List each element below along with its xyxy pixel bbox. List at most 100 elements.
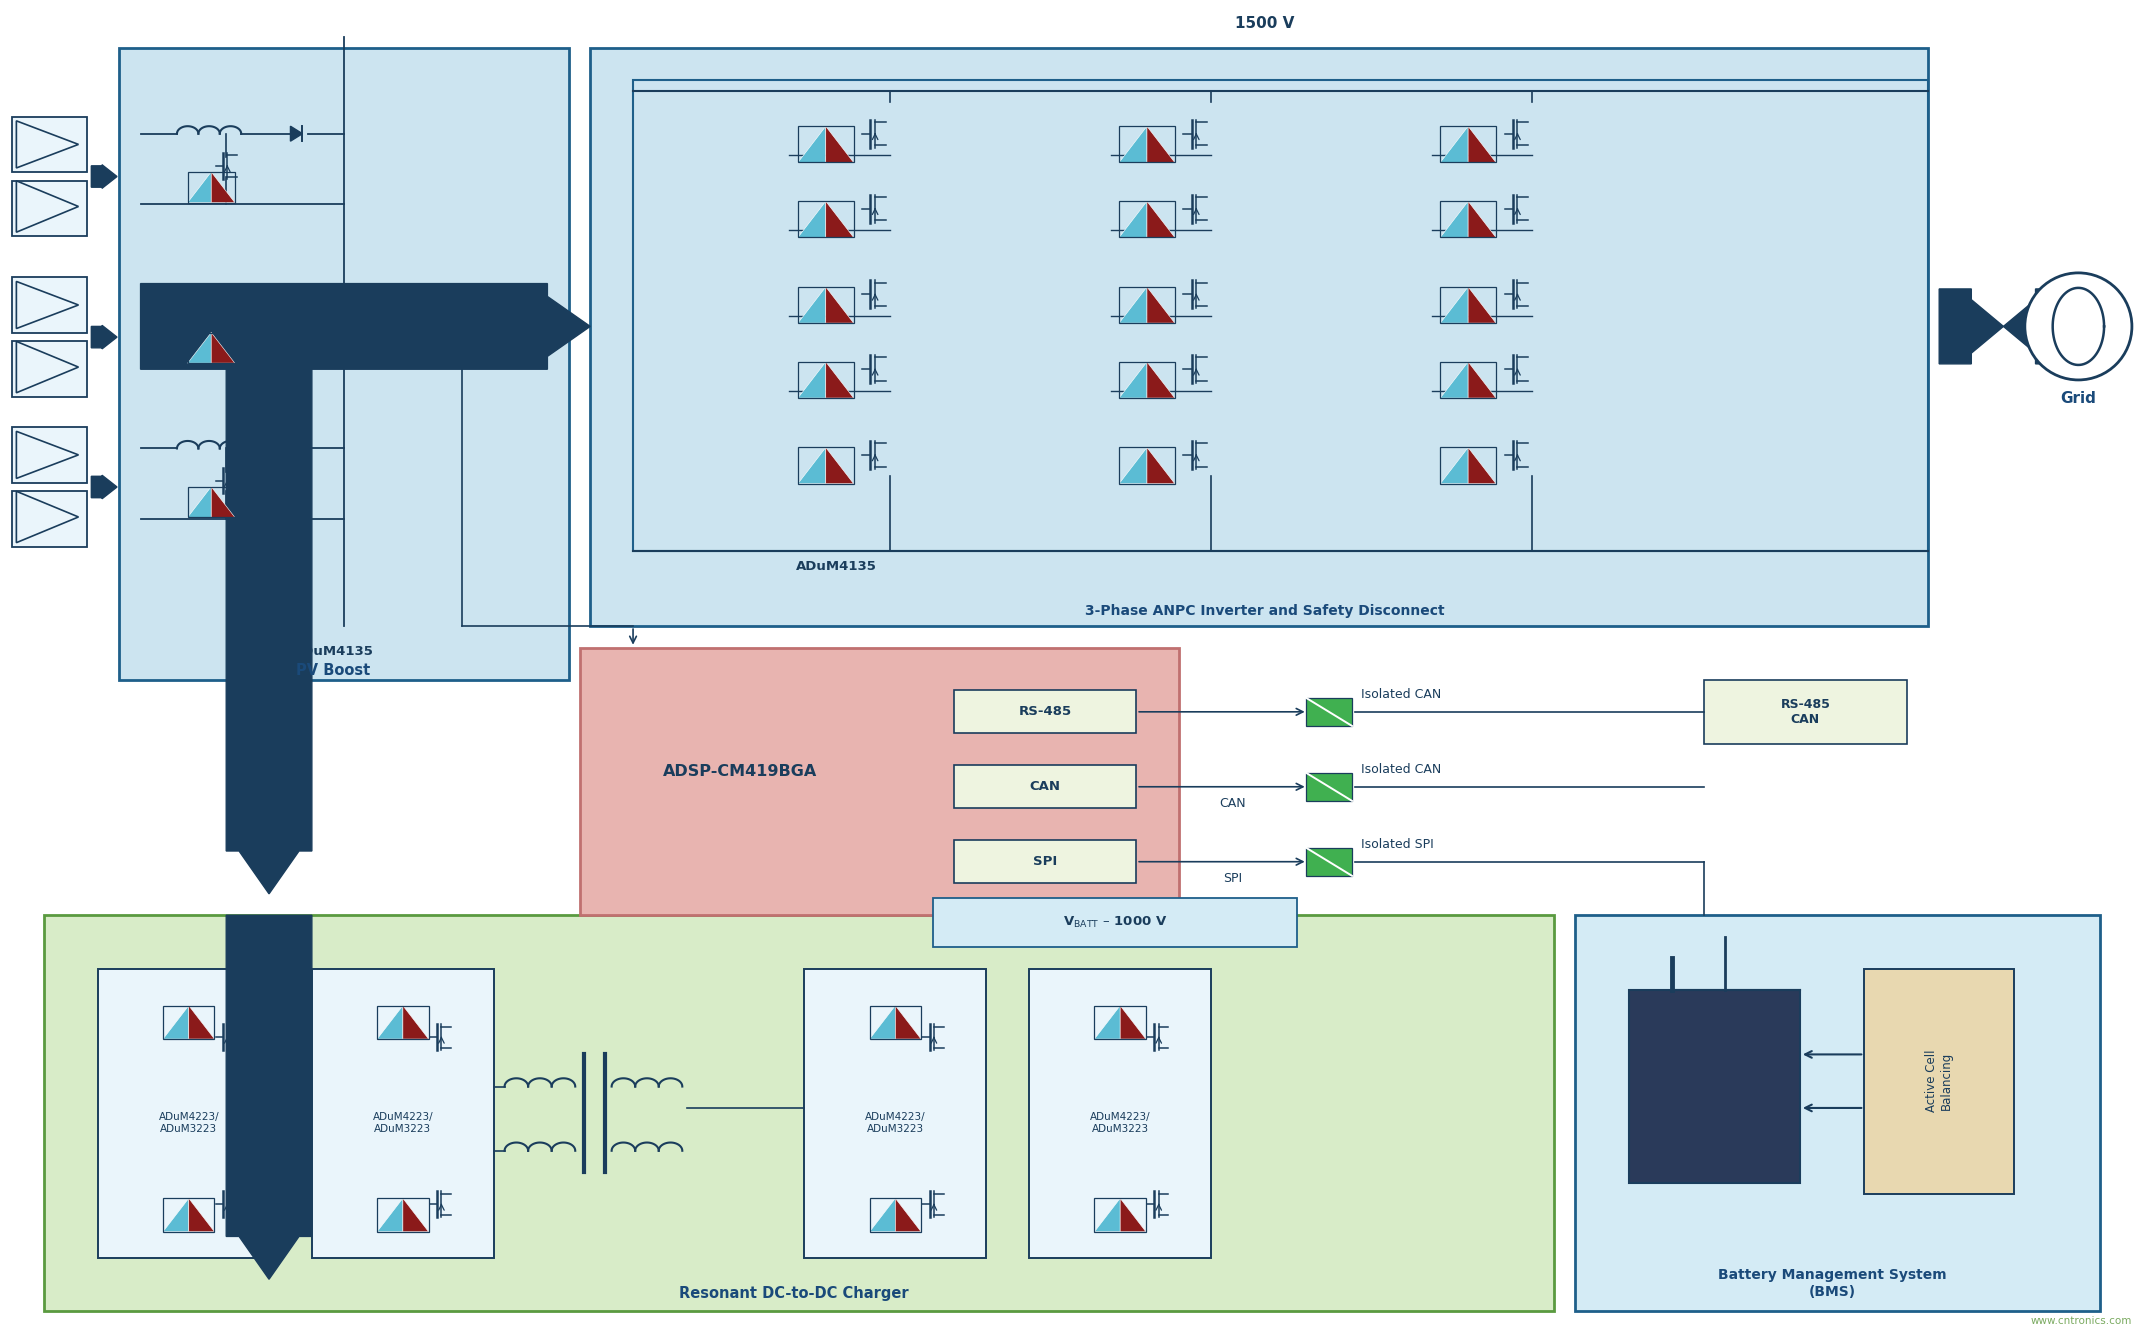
Bar <box>1306 697 1353 727</box>
Text: ADuM4223/
ADuM3223: ADuM4223/ ADuM3223 <box>159 1112 219 1133</box>
Bar <box>1441 286 1497 322</box>
Polygon shape <box>189 1006 214 1040</box>
FancyArrow shape <box>92 165 118 189</box>
Bar <box>1119 126 1175 162</box>
Circle shape <box>2024 273 2131 380</box>
Text: Grid: Grid <box>2060 391 2097 405</box>
Polygon shape <box>189 487 212 518</box>
Bar <box>1441 447 1497 483</box>
Bar <box>1704 680 1906 744</box>
Bar <box>798 286 853 322</box>
Bar <box>590 48 1927 626</box>
Bar <box>632 80 1927 551</box>
Text: ADSP-CM419BGA: ADSP-CM419BGA <box>662 764 817 779</box>
Text: ADuM4135: ADuM4135 <box>795 559 877 573</box>
Bar <box>933 898 1297 947</box>
Polygon shape <box>798 286 825 322</box>
Bar <box>13 427 88 483</box>
Polygon shape <box>896 1199 922 1232</box>
Polygon shape <box>163 1006 189 1040</box>
Bar <box>579 648 1179 915</box>
FancyArrow shape <box>227 915 311 1279</box>
Bar <box>1441 126 1497 162</box>
FancyArrow shape <box>92 475 118 499</box>
Bar <box>189 487 236 518</box>
Polygon shape <box>1147 286 1175 322</box>
Text: 1500 V: 1500 V <box>1235 16 1295 31</box>
Bar <box>13 116 88 173</box>
Polygon shape <box>798 361 825 397</box>
Polygon shape <box>870 1006 896 1040</box>
Bar <box>1306 772 1353 801</box>
Bar <box>1576 915 2099 1311</box>
Bar <box>870 1006 922 1040</box>
FancyArrow shape <box>92 325 118 349</box>
Bar <box>163 1199 214 1232</box>
Bar <box>189 171 236 202</box>
Text: RS-485
CAN: RS-485 CAN <box>1780 698 1831 725</box>
Bar <box>1119 286 1175 322</box>
Bar <box>1119 447 1175 483</box>
Polygon shape <box>289 442 302 456</box>
Polygon shape <box>377 1199 403 1232</box>
Text: www.cntronics.com: www.cntronics.com <box>2030 1317 2131 1326</box>
Polygon shape <box>825 286 853 322</box>
Bar <box>13 277 88 333</box>
Text: Resonant DC-to-DC Charger: Resonant DC-to-DC Charger <box>680 1286 909 1301</box>
Bar <box>1029 969 1211 1258</box>
Bar <box>798 201 853 237</box>
Bar <box>311 969 493 1258</box>
Polygon shape <box>189 1199 214 1232</box>
Polygon shape <box>289 286 302 302</box>
Text: SPI: SPI <box>1222 872 1241 886</box>
Bar <box>377 1199 429 1232</box>
Bar <box>798 126 853 162</box>
Bar <box>954 840 1136 883</box>
Bar <box>120 48 568 680</box>
Text: ADuM4223/
ADuM3223: ADuM4223/ ADuM3223 <box>373 1112 433 1133</box>
Text: V$_{\mathrm{BATT}}$ – 1000 V: V$_{\mathrm{BATT}}$ – 1000 V <box>1063 915 1166 930</box>
Bar <box>870 1199 922 1232</box>
Bar <box>1629 990 1801 1183</box>
Bar <box>1441 361 1497 397</box>
Bar <box>1865 969 2013 1193</box>
Polygon shape <box>1469 361 1497 397</box>
Bar <box>45 915 1554 1311</box>
Polygon shape <box>1119 447 1147 483</box>
Bar <box>798 361 853 397</box>
Polygon shape <box>825 126 853 162</box>
Bar <box>804 969 986 1258</box>
Bar <box>163 1006 214 1040</box>
Bar <box>798 447 853 483</box>
Polygon shape <box>1119 201 1147 237</box>
Polygon shape <box>798 126 825 162</box>
Polygon shape <box>896 1006 922 1040</box>
Polygon shape <box>212 333 236 363</box>
Polygon shape <box>189 333 212 363</box>
Polygon shape <box>1441 126 1469 162</box>
Polygon shape <box>212 487 236 518</box>
Bar <box>954 765 1136 808</box>
FancyArrow shape <box>142 284 590 369</box>
Text: CAN: CAN <box>1220 797 1246 811</box>
Bar <box>13 491 88 547</box>
Bar <box>1093 1199 1145 1232</box>
Bar <box>13 181 88 237</box>
FancyArrow shape <box>2002 289 2056 364</box>
Polygon shape <box>798 447 825 483</box>
Polygon shape <box>1147 447 1175 483</box>
FancyArrow shape <box>227 326 311 894</box>
Polygon shape <box>1469 201 1497 237</box>
Polygon shape <box>825 361 853 397</box>
Polygon shape <box>403 1199 429 1232</box>
Polygon shape <box>1469 286 1497 322</box>
Polygon shape <box>1093 1199 1119 1232</box>
Text: CAN: CAN <box>1029 780 1061 793</box>
Text: ADuM4223/
ADuM3223: ADuM4223/ ADuM3223 <box>864 1112 926 1133</box>
Text: Isolated CAN: Isolated CAN <box>1361 688 1441 701</box>
Polygon shape <box>1469 126 1497 162</box>
Polygon shape <box>1441 447 1469 483</box>
Polygon shape <box>1147 361 1175 397</box>
Polygon shape <box>1441 201 1469 237</box>
Polygon shape <box>1119 361 1147 397</box>
